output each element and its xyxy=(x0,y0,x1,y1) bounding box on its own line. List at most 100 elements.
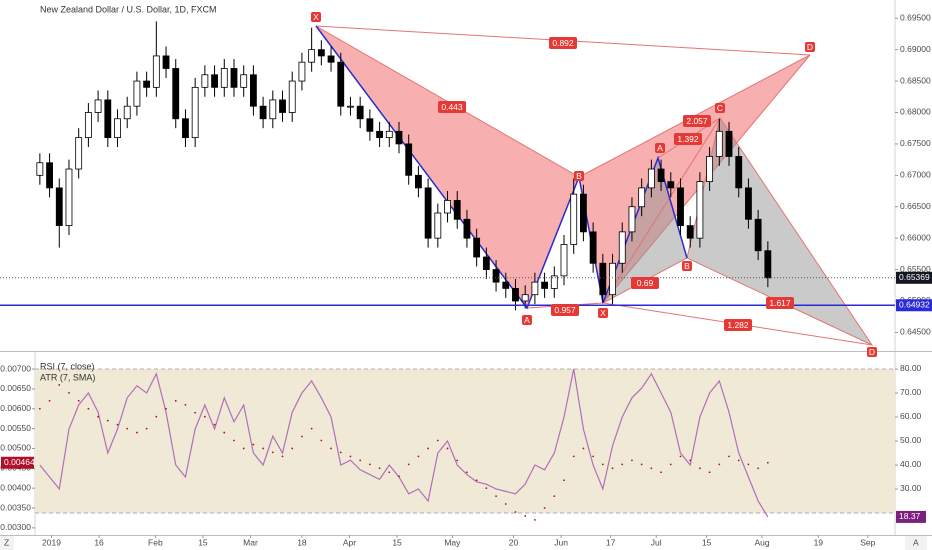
candle-body xyxy=(162,55,170,69)
atr-dot xyxy=(368,463,371,466)
rsi-tag-bg xyxy=(896,510,926,523)
atr-dot xyxy=(524,515,527,517)
atr-dot xyxy=(252,443,255,446)
y-tick-label: 0.67000 xyxy=(900,170,931,180)
atr-dot xyxy=(495,495,497,497)
atr-dot xyxy=(436,439,439,442)
atr-dot xyxy=(466,471,468,474)
y-tick-label: 0.68000 xyxy=(900,107,931,117)
x-tick-label: Mar xyxy=(243,537,258,547)
candle-body xyxy=(414,174,422,189)
atr-dot xyxy=(640,463,643,466)
atr-tag: 0.00464 xyxy=(4,457,35,467)
auto-button-label[interactable]: A xyxy=(913,537,919,547)
rsi-band xyxy=(35,368,895,513)
y-tick-label: 0.65500 xyxy=(900,264,931,274)
legend-atr: ATR (7, SMA) xyxy=(40,372,95,382)
candle-body xyxy=(240,74,248,88)
y-tick-label: 0.66500 xyxy=(900,201,931,211)
candle-body xyxy=(453,200,461,220)
pattern-point-bg xyxy=(867,347,877,357)
atr-dot xyxy=(582,447,585,450)
candle-body xyxy=(482,256,490,270)
atr-dot xyxy=(136,431,138,434)
pattern-ratio-label: 0.443 xyxy=(441,102,463,112)
scale-button[interactable] xyxy=(0,536,14,550)
candle-body xyxy=(686,225,694,239)
y-tick-label: 0.00300 xyxy=(0,522,31,532)
candle-body xyxy=(444,200,451,214)
pattern-point-bg xyxy=(805,42,815,52)
scale-button-label[interactable]: Z xyxy=(4,537,9,547)
x-tick-label: 18 xyxy=(297,537,307,547)
candle-body xyxy=(473,237,481,258)
candle-body xyxy=(46,162,53,189)
atr-tag-bg xyxy=(1,456,34,469)
x-tick-label: 2019 xyxy=(42,537,61,547)
atr-dot xyxy=(388,471,391,474)
y-tick-label: 0.68500 xyxy=(900,75,931,85)
atr-dot xyxy=(194,411,197,414)
candle-body xyxy=(647,168,655,189)
pattern-ratio-bg xyxy=(631,277,659,289)
candle-body xyxy=(405,143,413,176)
pattern-point-label: B xyxy=(684,261,690,271)
atr-dot xyxy=(475,479,478,482)
atr-dot xyxy=(310,427,313,430)
y-tick-label: 0.00550 xyxy=(0,423,31,433)
candle-body xyxy=(376,130,383,139)
candle-body xyxy=(492,269,500,283)
pattern-point-label: D xyxy=(807,42,813,52)
auto-button[interactable] xyxy=(905,536,927,550)
atr-dot xyxy=(689,459,692,462)
atr-dot xyxy=(378,467,381,470)
labels-layer: New Zealand Dollar / U.S. Dollar, 1D, FX… xyxy=(0,4,932,550)
atr-dot xyxy=(339,451,342,454)
candle-body xyxy=(230,68,238,88)
candle-body xyxy=(638,187,646,208)
y2-tick-label: 80.00 xyxy=(900,363,922,373)
x-tick-label: Apr xyxy=(343,537,356,547)
pattern-ratio-bg xyxy=(438,101,466,113)
candle-body xyxy=(550,275,558,289)
atr-dot xyxy=(563,479,565,482)
pattern-point-label: X xyxy=(600,308,606,318)
atr-dot xyxy=(145,427,148,430)
x-tick-label: Jul xyxy=(651,537,662,547)
y-tick-label: 0.00600 xyxy=(0,403,31,413)
atr-dot xyxy=(757,467,760,470)
atr-dot xyxy=(242,447,245,450)
candle-body xyxy=(395,130,403,145)
atr-dot xyxy=(68,391,70,394)
atr-dot xyxy=(708,471,711,474)
x-tick-label: Jun xyxy=(554,537,568,547)
pattern-point-bg xyxy=(682,261,692,271)
x-tick-label: 19 xyxy=(814,537,824,547)
candle-body xyxy=(259,105,267,120)
atr-dot xyxy=(271,451,274,454)
atr-dot xyxy=(48,399,51,402)
candle-body xyxy=(745,187,752,220)
candle-body xyxy=(75,137,83,170)
atr-dot xyxy=(718,463,721,466)
y2-tick-label: 60.00 xyxy=(900,411,922,421)
atr-dot xyxy=(621,463,624,466)
candle-body xyxy=(269,99,277,120)
y-tick-label: 0.67500 xyxy=(900,138,931,148)
candle-body xyxy=(143,80,151,88)
atr-dot xyxy=(611,467,614,470)
atr-dot xyxy=(281,455,284,458)
atr-dot xyxy=(155,415,158,418)
rsi-line xyxy=(39,368,769,518)
pattern-point-bg xyxy=(715,103,725,113)
atr-dot xyxy=(533,519,536,521)
candle-body xyxy=(288,80,296,113)
atr-dot xyxy=(301,435,303,438)
rsi-band-layer: 0.69500 0.69000 0.68500 0.68000 0.67500 0.670… xyxy=(0,12,931,547)
y-tick-label: 0.66000 xyxy=(900,232,931,242)
candle-body xyxy=(337,61,345,107)
atr-dot xyxy=(446,447,449,450)
atr-dot xyxy=(728,455,730,458)
candle-body xyxy=(317,49,325,57)
x-tick-label: May xyxy=(444,537,461,547)
